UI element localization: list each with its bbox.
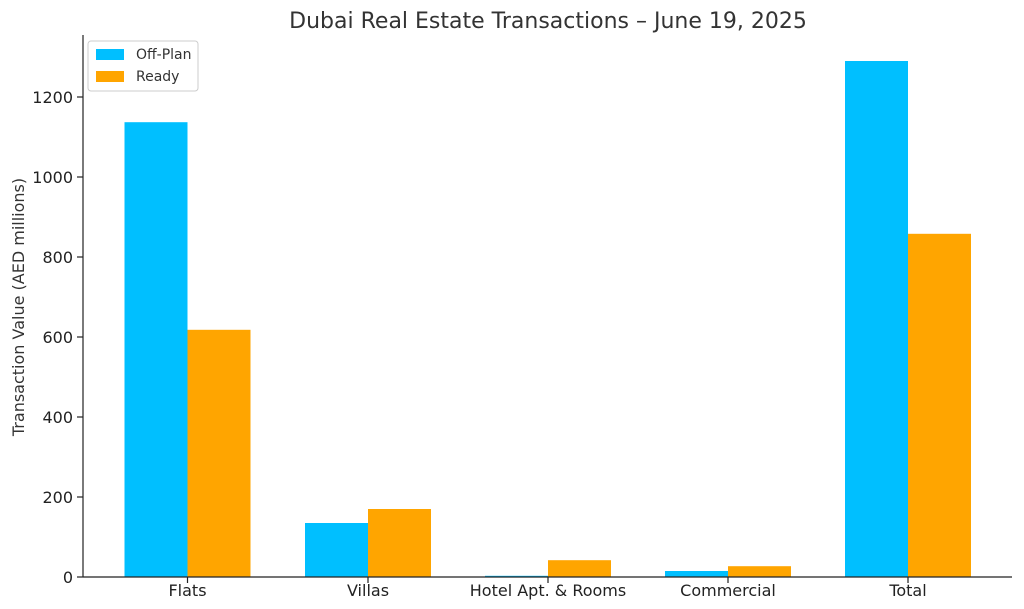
y-tick-label: 800 [42, 248, 73, 267]
x-tick-label: Hotel Apt. & Rooms [470, 581, 626, 600]
x-tick-label: Commercial [680, 581, 776, 600]
y-tick-label: 200 [42, 488, 73, 507]
bar-off-plan-commercial [665, 571, 728, 577]
bar-off-plan-flats [124, 122, 188, 577]
x-tick-label: Total [888, 581, 926, 600]
chart-title: Dubai Real Estate Transactions – June 19… [289, 9, 807, 34]
legend-label-off-plan: Off-Plan [136, 47, 192, 63]
bar-off-plan-villas [305, 523, 368, 577]
bar-ready-total [908, 233, 971, 578]
bar-ready-commercial [728, 566, 791, 577]
y-tick-label: 1000 [32, 168, 73, 187]
y-tick-label: 600 [42, 328, 73, 347]
bar-ready-villas [368, 509, 431, 577]
bar-ready-hotel-apt-rooms [548, 560, 611, 577]
legend-label-ready: Ready [136, 69, 179, 85]
bar-off-plan-total [845, 61, 908, 577]
x-tick-label: Villas [347, 581, 389, 600]
y-axis-label: Transaction Value (AED millions) [9, 178, 28, 437]
y-tick-label: 1200 [32, 88, 73, 107]
legend-swatch-off-plan [96, 49, 124, 60]
y-tick-label: 400 [42, 408, 73, 427]
legend-swatch-ready [96, 71, 124, 82]
plot-area: 0 200 400 600 800 1000 1200 Flats Villas Hotel Ap… [32, 61, 971, 600]
legend: Off-Plan Ready [87, 40, 199, 92]
x-tick-label: Flats [168, 581, 206, 600]
bar-ready-flats [187, 329, 251, 577]
y-tick-label: 0 [63, 568, 73, 587]
